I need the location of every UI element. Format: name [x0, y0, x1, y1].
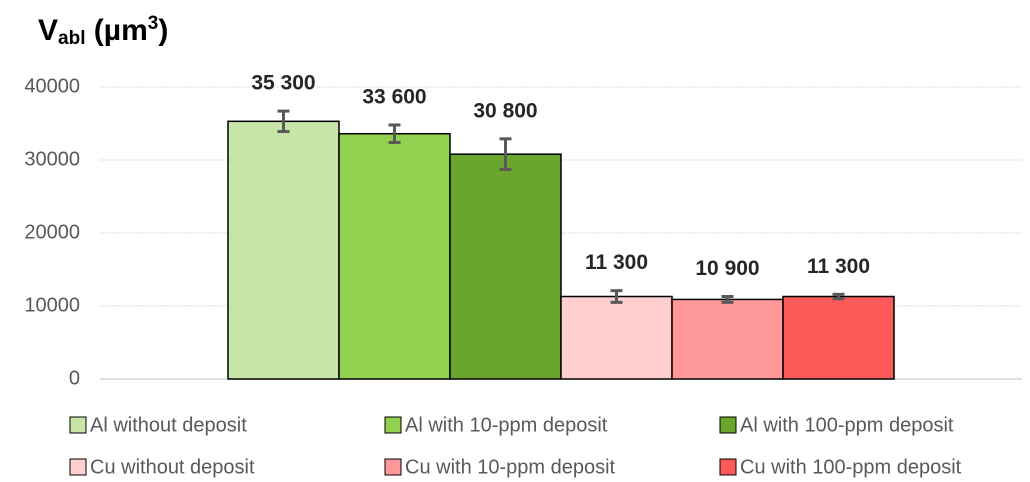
y-tick-label: 30000 [24, 148, 80, 170]
y-tick-label: 20000 [24, 221, 80, 243]
error-bar [721, 295, 734, 304]
title-part: V [38, 14, 58, 47]
error-bar [499, 137, 512, 171]
y-tick-label: 10000 [24, 294, 80, 316]
value-label: 33 600 [362, 86, 426, 109]
bar [449, 153, 562, 380]
value-label: 11 300 [807, 255, 870, 278]
legend-label: Al with 100-ppm deposit [740, 414, 954, 436]
bar [227, 120, 340, 380]
title-part: ) [158, 14, 168, 47]
legend-label: Al with 10-ppm deposit [405, 414, 608, 436]
legend-swatch [69, 458, 87, 476]
chart-title: Vabl (µm3) [38, 13, 168, 49]
legend-swatch [384, 416, 402, 434]
error-bar [832, 292, 845, 301]
value-label: 35 300 [251, 72, 315, 95]
title-part: abl [58, 28, 85, 49]
legend-swatch [719, 458, 737, 476]
y-tick-label: 40000 [24, 75, 80, 97]
bar [782, 295, 895, 380]
value-label: 10 900 [695, 257, 759, 280]
legend-swatch [69, 416, 87, 434]
value-label: 30 800 [473, 99, 537, 122]
title-part: (µm [85, 14, 147, 47]
legend-label: Al without deposit [90, 414, 247, 436]
bar [671, 298, 784, 380]
y-tick-label: 0 [69, 367, 80, 389]
error-bar [388, 123, 401, 144]
title-part: 3 [148, 13, 159, 34]
legend-swatch [719, 416, 737, 434]
legend-label: Cu without deposit [90, 456, 255, 478]
bar [338, 132, 451, 380]
legend-label: Cu with 10-ppm deposit [405, 456, 616, 478]
value-label: 11 300 [585, 251, 648, 274]
legend-label: Cu with 100-ppm deposit [740, 456, 962, 478]
legend-swatch [384, 458, 402, 476]
bar [560, 295, 673, 380]
error-bar [277, 109, 290, 134]
error-bar [610, 289, 623, 304]
